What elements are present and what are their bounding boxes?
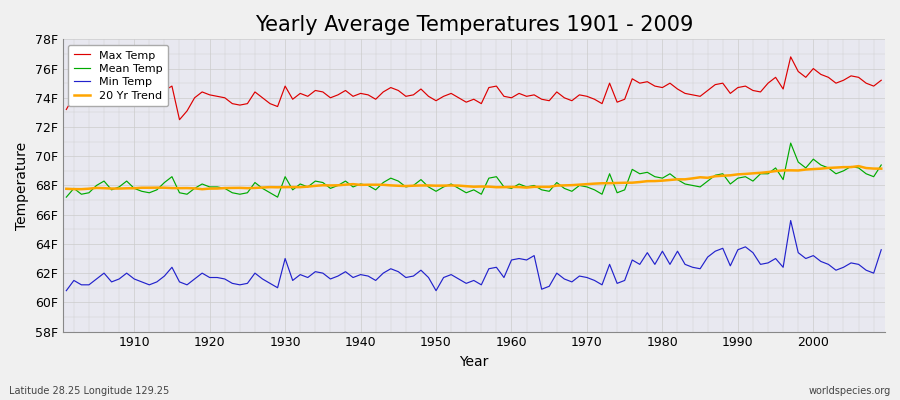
Min Temp xyxy=(876,247,886,252)
Line: Mean Temp: Mean Temp xyxy=(67,143,881,197)
Line: 20 Yr Trend: 20 Yr Trend xyxy=(67,166,881,189)
Mean Temp xyxy=(61,195,72,200)
20 Yr Trend xyxy=(876,166,886,171)
Max Temp xyxy=(295,91,306,96)
Max Temp xyxy=(876,78,886,83)
Min Temp xyxy=(499,275,509,280)
Max Temp xyxy=(786,54,796,59)
20 Yr Trend xyxy=(197,187,208,192)
Max Temp xyxy=(506,95,517,100)
Max Temp xyxy=(122,87,132,92)
20 Yr Trend xyxy=(122,186,132,191)
Mean Temp xyxy=(786,141,796,146)
Line: Max Temp: Max Temp xyxy=(67,57,881,120)
Max Temp xyxy=(514,91,525,96)
Mean Temp xyxy=(287,188,298,192)
Mean Temp xyxy=(333,183,344,188)
20 Yr Trend xyxy=(604,181,615,186)
20 Yr Trend xyxy=(61,186,72,191)
20 Yr Trend xyxy=(514,185,525,190)
Min Temp xyxy=(61,288,72,293)
Min Temp xyxy=(122,271,132,276)
X-axis label: Year: Year xyxy=(459,355,489,369)
Max Temp xyxy=(174,117,184,122)
Text: Latitude 28.25 Longitude 129.25: Latitude 28.25 Longitude 129.25 xyxy=(9,386,169,396)
Mean Temp xyxy=(499,184,509,189)
20 Yr Trend xyxy=(340,182,351,187)
Max Temp xyxy=(61,107,72,112)
Text: worldspecies.org: worldspecies.org xyxy=(809,386,891,396)
Min Temp xyxy=(597,282,608,287)
Mean Temp xyxy=(506,186,517,191)
Line: Min Temp: Min Temp xyxy=(67,220,881,291)
Mean Temp xyxy=(876,163,886,168)
20 Yr Trend xyxy=(295,185,306,190)
20 Yr Trend xyxy=(853,164,864,168)
Max Temp xyxy=(604,81,615,86)
Min Temp xyxy=(333,274,344,278)
20 Yr Trend xyxy=(506,184,517,189)
Min Temp xyxy=(287,278,298,283)
Mean Temp xyxy=(122,179,132,184)
Title: Yearly Average Temperatures 1901 - 2009: Yearly Average Temperatures 1901 - 2009 xyxy=(255,15,693,35)
Min Temp xyxy=(786,218,796,223)
Max Temp xyxy=(340,88,351,93)
Y-axis label: Temperature: Temperature xyxy=(15,141,29,230)
Min Temp xyxy=(506,258,517,262)
Mean Temp xyxy=(597,192,608,197)
Legend: Max Temp, Mean Temp, Min Temp, 20 Yr Trend: Max Temp, Mean Temp, Min Temp, 20 Yr Tre… xyxy=(68,45,168,106)
